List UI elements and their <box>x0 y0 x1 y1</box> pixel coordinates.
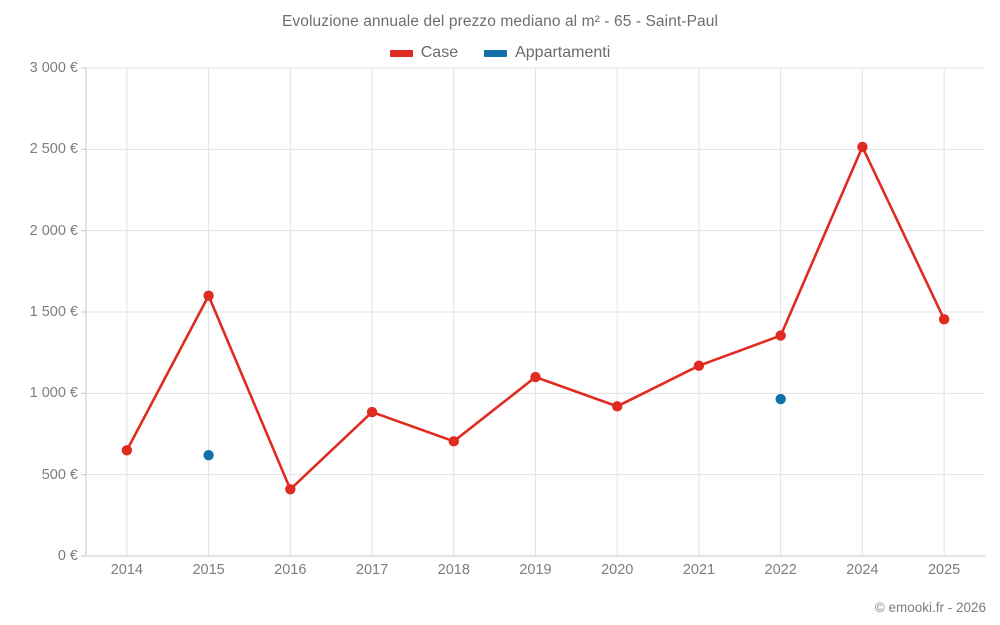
gridlines <box>86 67 985 556</box>
data-point <box>448 436 459 447</box>
y-axis-tick-label: 0 € <box>57 548 78 564</box>
x-axis-tick-label: 2020 <box>601 562 634 578</box>
data-point <box>775 330 786 341</box>
y-axis-tick-label: 500 € <box>41 466 78 483</box>
legend-label-appartamenti: Appartamenti <box>515 44 611 61</box>
y-axis-tick-label: 2 500 € <box>29 141 78 158</box>
x-axis-tick-label: 2018 <box>437 562 470 578</box>
chart-title: Evoluzione annuale del prezzo mediano al… <box>281 13 719 30</box>
data-point <box>121 445 133 456</box>
data-point <box>775 393 786 405</box>
x-axis-tick-label: 2017 <box>355 562 389 578</box>
data-point <box>530 371 541 383</box>
axis-lines <box>81 67 985 557</box>
x-axis-tick-label: 2014 <box>110 562 143 578</box>
x-axis-tick-label: 2021 <box>682 562 716 578</box>
legend-swatch-case <box>389 49 413 57</box>
legend-swatch-appartamenti <box>484 49 508 57</box>
chart-legend: Case Appartamenti <box>0 44 1000 62</box>
data-point <box>366 406 378 418</box>
data-point <box>857 141 868 153</box>
series-appartamenti <box>203 393 786 461</box>
data-point <box>693 360 705 371</box>
data-point <box>938 314 950 325</box>
x-axis-tick-label: 2016 <box>274 562 307 578</box>
legend-label-case: Case <box>420 44 459 61</box>
legend-item-appartamenti[interactable]: Appartamenti <box>484 44 610 62</box>
data-point <box>203 449 214 461</box>
x-axis-tick-label: 2019 <box>519 562 552 578</box>
y-axis-tick-label: 1 000 € <box>29 385 78 402</box>
x-axis-tick-label: 2015 <box>192 562 225 578</box>
y-axis-tick-label: 2 000 € <box>29 222 78 239</box>
x-axis-tick-label: 2024 <box>846 562 879 578</box>
x-axis-tick-label: 2022 <box>764 562 797 578</box>
data-point <box>612 401 623 412</box>
data-point <box>285 484 296 495</box>
data-point <box>203 290 214 301</box>
legend-item-case[interactable]: Case <box>389 44 459 62</box>
x-axis-tick-label: 2025 <box>927 562 961 578</box>
y-axis-tick-label: 3 000 € <box>29 60 78 76</box>
series-case <box>121 141 950 495</box>
y-axis-tick-label: 1 500 € <box>29 304 78 320</box>
credit-text: © emooki.fr - 2026 <box>874 600 986 615</box>
